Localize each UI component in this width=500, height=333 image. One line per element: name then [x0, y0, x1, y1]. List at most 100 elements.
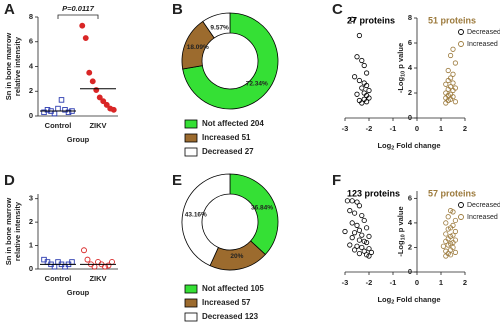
data-point [354, 91, 360, 97]
slice-label: 18.09% [187, 44, 209, 51]
y-tick-label: 4 [408, 218, 413, 227]
panel-label: E [172, 172, 182, 189]
data-point [100, 98, 107, 105]
data-point [445, 214, 451, 220]
donut-slice [182, 12, 279, 110]
data-point [109, 259, 115, 265]
data-point [445, 67, 451, 74]
x-tick-label: -1 [390, 124, 397, 133]
y-tick-label: 1 [29, 241, 33, 250]
legend-marker [458, 41, 464, 47]
legend-label: Not affected 204 [202, 119, 264, 128]
data-point [356, 203, 362, 209]
x-axis-label-part: Log [377, 141, 391, 150]
data-point [363, 82, 370, 89]
data-point [366, 233, 372, 240]
data-point [65, 109, 72, 116]
legend-swatch [184, 284, 198, 294]
slice-label: 72.34% [246, 80, 268, 87]
data-point [105, 262, 112, 269]
data-point [93, 87, 100, 93]
data-point [450, 71, 456, 77]
x-tick-label: 1 [439, 124, 443, 133]
data-point [361, 62, 367, 69]
data-point [452, 217, 458, 224]
legend-swatch [184, 312, 198, 322]
data-point [361, 248, 367, 254]
data-point [359, 244, 365, 251]
data-point [363, 70, 370, 76]
panel-label: C [332, 1, 343, 18]
data-point [445, 226, 451, 232]
legend-label: Decreased 27 [202, 147, 254, 156]
data-point [368, 249, 374, 255]
y-tick-label: 6 [408, 193, 412, 202]
significance-bracket [57, 14, 99, 19]
data-point [447, 52, 454, 59]
data-point [356, 77, 362, 84]
y-tick-label: 2 [408, 242, 412, 251]
x-tick-label: -2 [366, 278, 373, 287]
data-point [366, 253, 372, 259]
legend-marker [458, 202, 464, 208]
data-point [347, 208, 353, 214]
y-axis-label: -Log10 p value [396, 43, 407, 93]
legend-label: Not affected 105 [202, 284, 264, 293]
y-axis-label-sub: 10 [401, 234, 407, 240]
legend-swatch [184, 298, 198, 308]
data-point [81, 247, 87, 254]
data-point [356, 237, 362, 243]
y-tick-label: 4 [29, 61, 34, 70]
legend-label: Decreased [467, 202, 500, 209]
annotation: 51 proteins [428, 15, 476, 25]
data-point [356, 32, 362, 39]
data-point [450, 80, 456, 86]
data-point [443, 81, 449, 87]
y-axis-label: Sn in bone marrow [4, 198, 13, 266]
x-tick-label: ZIKV [89, 121, 106, 130]
data-point [55, 105, 61, 112]
x-tick-label: ZIKV [89, 274, 106, 283]
x-tick-label: 2 [463, 278, 467, 287]
data-point [359, 232, 365, 238]
legend-marker [458, 29, 464, 35]
y-tick-label: 4 [408, 63, 413, 72]
x-axis-label: Group [67, 135, 90, 144]
annotation: 123 proteins [347, 188, 400, 198]
y-tick-label: 0 [29, 111, 33, 120]
data-point [342, 228, 348, 235]
y-tick-label: 2 [29, 217, 33, 226]
data-point [344, 198, 350, 204]
data-point [452, 228, 458, 235]
data-point [96, 94, 103, 101]
data-point [354, 243, 360, 249]
x-tick-label: -3 [342, 124, 349, 133]
data-point [363, 225, 370, 231]
x-tick-label: Control [45, 121, 72, 130]
data-point [445, 242, 451, 248]
data-point [359, 100, 365, 106]
legend-swatch [184, 133, 198, 143]
data-point [347, 242, 353, 248]
y-tick-label: 8 [408, 13, 412, 22]
x-axis-label-part: Log [377, 295, 391, 304]
data-point [89, 78, 96, 85]
legend-label: Decreased [467, 29, 500, 36]
data-point [351, 230, 358, 236]
y-axis-label-part: -Log [396, 240, 405, 257]
y-tick-label: 6 [29, 37, 33, 46]
y-tick-label: 0 [408, 267, 412, 276]
legend-marker [458, 214, 464, 220]
panel-label: F [332, 172, 341, 189]
data-point [443, 253, 449, 259]
data-point [366, 95, 372, 101]
data-point [366, 246, 372, 252]
data-point [354, 199, 360, 205]
data-point [450, 209, 456, 215]
data-point [452, 60, 458, 66]
data-point [356, 227, 362, 233]
data-point [452, 99, 458, 105]
y-tick-label: 2 [29, 86, 33, 95]
y-axis-label-part: -Log [396, 76, 405, 93]
